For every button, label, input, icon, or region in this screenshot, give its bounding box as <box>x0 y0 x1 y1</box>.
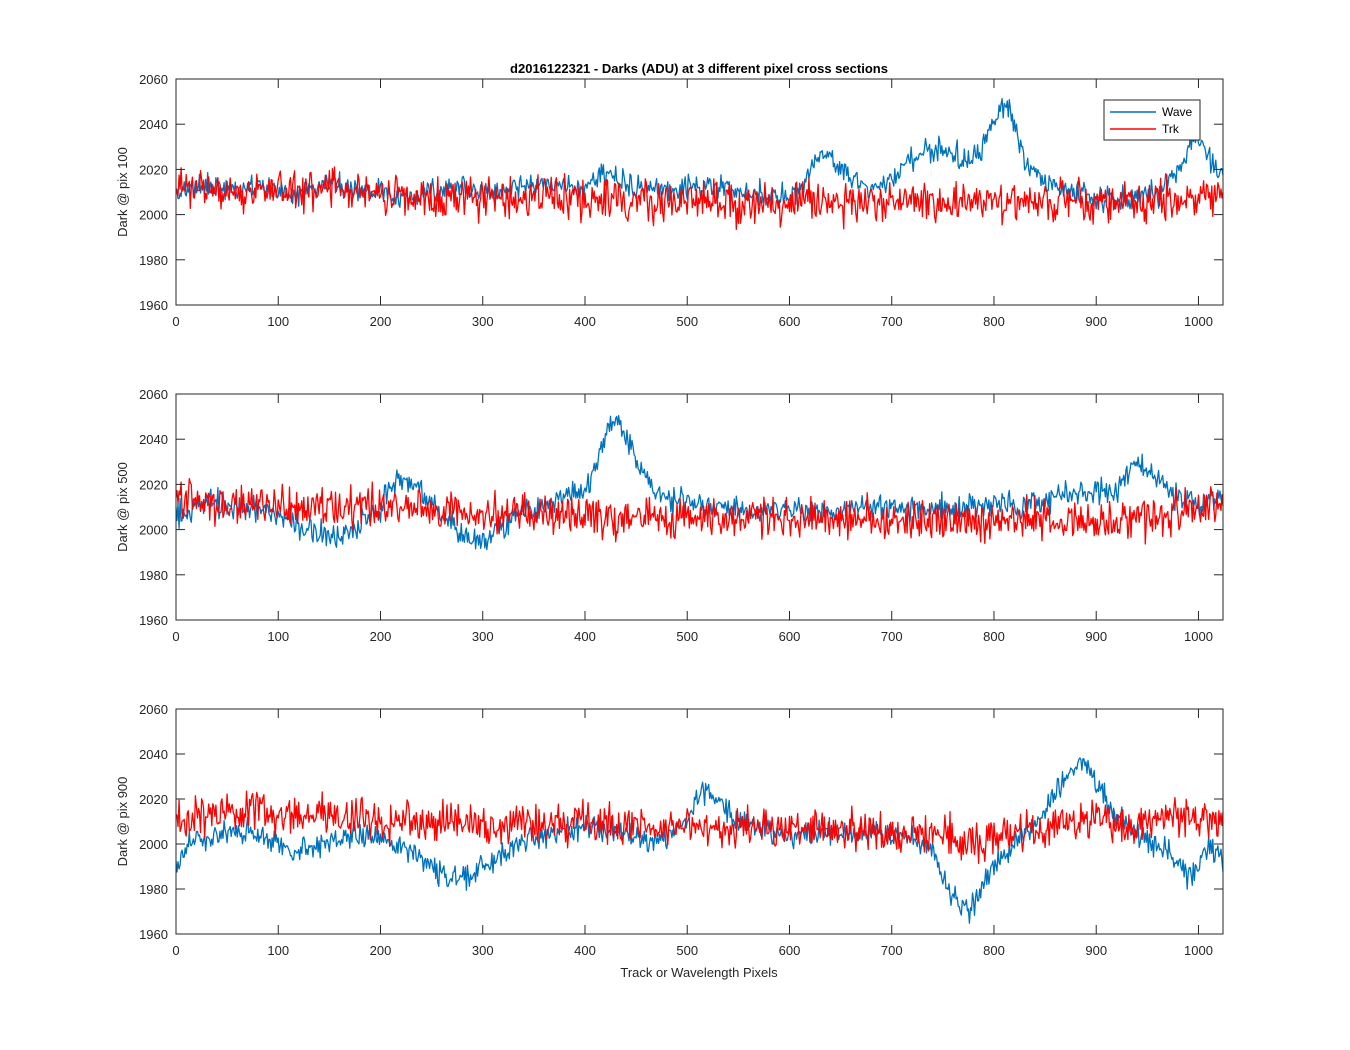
x-tick-label: 500 <box>676 629 698 644</box>
y-tick-label: 2060 <box>139 387 168 402</box>
y-tick-label: 2000 <box>139 208 168 223</box>
y-axis-label: Dark @ pix 500 <box>115 462 130 552</box>
subplot-2: 0 100 200 300 400 500 600 700 800 900 1000 1960 1980… <box>115 387 1224 644</box>
legend-trk-label: Trk <box>1162 122 1180 136</box>
y-tick-label: 2020 <box>139 792 168 807</box>
x-tick-label: 700 <box>881 314 903 329</box>
y-tick-label: 1980 <box>139 568 168 583</box>
axes-box <box>175 393 1224 621</box>
x-tick-label: 900 <box>1085 629 1107 644</box>
figure-xlabel: Track or Wavelength Pixels <box>620 965 778 980</box>
x-tick-label: 0 <box>172 314 179 329</box>
y-tick-label: 2020 <box>139 162 168 177</box>
axes-box <box>175 708 1224 935</box>
x-tick-label: 400 <box>574 943 596 958</box>
figure-title: d2016122321 - Darks (ADU) at 3 different… <box>510 61 888 76</box>
x-tick-label: 200 <box>370 314 392 329</box>
x-tick-label: 100 <box>267 314 289 329</box>
x-tick-label: 300 <box>472 629 494 644</box>
y-tick-label: 2040 <box>139 117 168 132</box>
legend: Wave Trk <box>1103 99 1201 141</box>
axes-box <box>175 78 1224 306</box>
y-tick-label: 1960 <box>139 298 168 313</box>
y-tick-label: 2060 <box>139 702 168 717</box>
series-line-wave <box>175 414 1224 551</box>
y-tick-label: 2000 <box>139 523 168 538</box>
axes-layer: 0 100 200 300 400 500 600 700 800 900 100019601980… <box>115 72 1224 958</box>
x-tick-label: 600 <box>779 314 801 329</box>
x-tick-label: 300 <box>472 943 494 958</box>
series-line-wave <box>175 757 1224 924</box>
x-tick-label: 400 <box>574 629 596 644</box>
y-tick-label: 1980 <box>139 882 168 897</box>
x-tick-label: 200 <box>370 943 392 958</box>
y-tick-label: 2000 <box>139 837 168 852</box>
y-tick-label: 1960 <box>139 927 168 942</box>
series-line-wave <box>175 97 1224 214</box>
x-tick-label: 300 <box>472 314 494 329</box>
x-tick-label: 800 <box>983 314 1005 329</box>
series-line-trk <box>175 790 1224 864</box>
y-tick-label: 2040 <box>139 747 168 762</box>
x-tick-label: 900 <box>1085 943 1107 958</box>
legend-wave-label: Wave <box>1162 105 1193 119</box>
y-tick-label: 2060 <box>139 72 168 87</box>
x-tick-label: 800 <box>983 629 1005 644</box>
series-line-trk <box>175 477 1224 545</box>
x-tick-label: 600 <box>779 943 801 958</box>
y-axis-label: Dark @ pix 100 <box>115 147 130 237</box>
subplot-3: 0 100 200 300 400 500 600 700 800 900 1000 1960 1980… <box>115 702 1224 958</box>
x-tick-label: 900 <box>1085 314 1107 329</box>
x-tick-label: 200 <box>370 629 392 644</box>
x-tick-label: 500 <box>676 943 698 958</box>
y-tick-label: 2040 <box>139 432 168 447</box>
x-tick-label: 100 <box>267 629 289 644</box>
x-tick-label: 800 <box>983 943 1005 958</box>
x-tick-label: 1000 <box>1184 943 1213 958</box>
y-axis-label: Dark @ pix 900 <box>115 777 130 867</box>
x-tick-label: 100 <box>267 943 289 958</box>
x-tick-label: 0 <box>172 629 179 644</box>
x-tick-label: 1000 <box>1184 314 1213 329</box>
series-line-trk <box>175 166 1224 230</box>
x-tick-label: 1000 <box>1184 629 1213 644</box>
x-tick-label: 700 <box>881 943 903 958</box>
x-tick-label: 600 <box>779 629 801 644</box>
x-tick-label: 0 <box>172 943 179 958</box>
y-tick-label: 2020 <box>139 477 168 492</box>
subplot-1: 0 100 200 300 400 500 600 700 800 900 1000 1960 1980… <box>115 72 1224 329</box>
x-tick-label: 400 <box>574 314 596 329</box>
legend-box <box>1103 99 1201 141</box>
x-tick-label: 500 <box>676 314 698 329</box>
x-tick-label: 700 <box>881 629 903 644</box>
y-tick-label: 1960 <box>139 613 168 628</box>
y-tick-label: 1980 <box>139 253 168 268</box>
